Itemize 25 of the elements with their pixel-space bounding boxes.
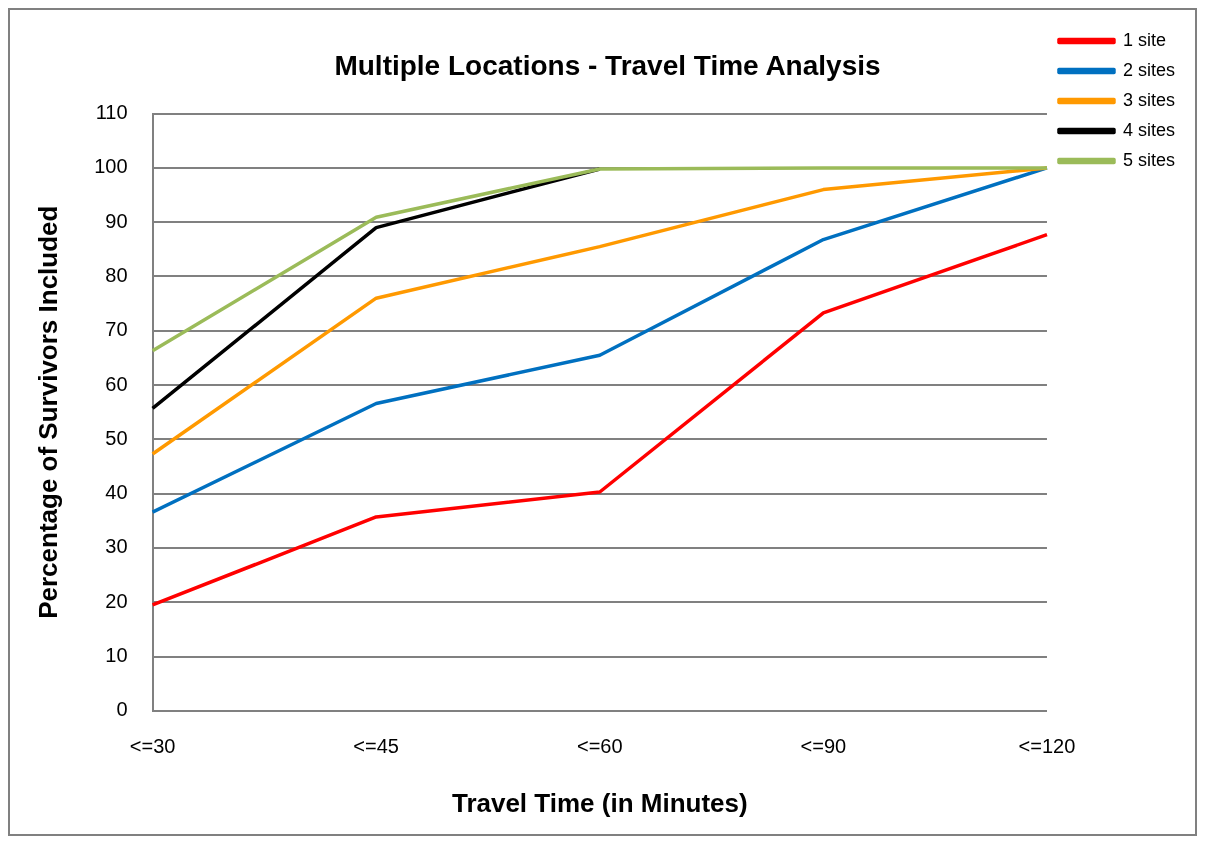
y-tick-label: 110 (95, 101, 128, 124)
legend-label: 4 sites (1122, 119, 1176, 140)
y-tick-label: 10 (105, 644, 128, 667)
chart-title: Multiple Locations - Travel Time Analysis (334, 49, 881, 81)
y-tick-label: 50 (105, 426, 128, 449)
y-tick-label: 100 (94, 155, 128, 178)
y-tick-label: 60 (105, 372, 128, 395)
x-tick-label: <=60 (576, 735, 623, 758)
legend-label: 5 sites (1122, 149, 1176, 170)
x-tick-label: <=90 (800, 735, 847, 758)
y-tick-label: 80 (105, 263, 128, 286)
legend-label: 1 site (1122, 29, 1167, 50)
legend-label: 3 sites (1122, 89, 1176, 110)
x-tick-label: <=30 (129, 735, 176, 758)
x-axis-title: Travel Time (in Minutes) (451, 787, 748, 818)
y-axis-title: Percentage of Survivors Included (32, 205, 63, 619)
y-tick-label: 20 (105, 589, 128, 612)
y-tick-label: 0 (116, 698, 128, 721)
x-tick-label: <=45 (353, 735, 399, 758)
x-tick-label: <=120 (1018, 735, 1076, 758)
y-tick-label: 40 (105, 481, 128, 504)
y-tick-label: 90 (105, 209, 128, 232)
y-tick-label: 70 (105, 318, 128, 341)
y-tick-label: 30 (105, 535, 128, 558)
legend-label: 2 sites (1122, 59, 1176, 80)
